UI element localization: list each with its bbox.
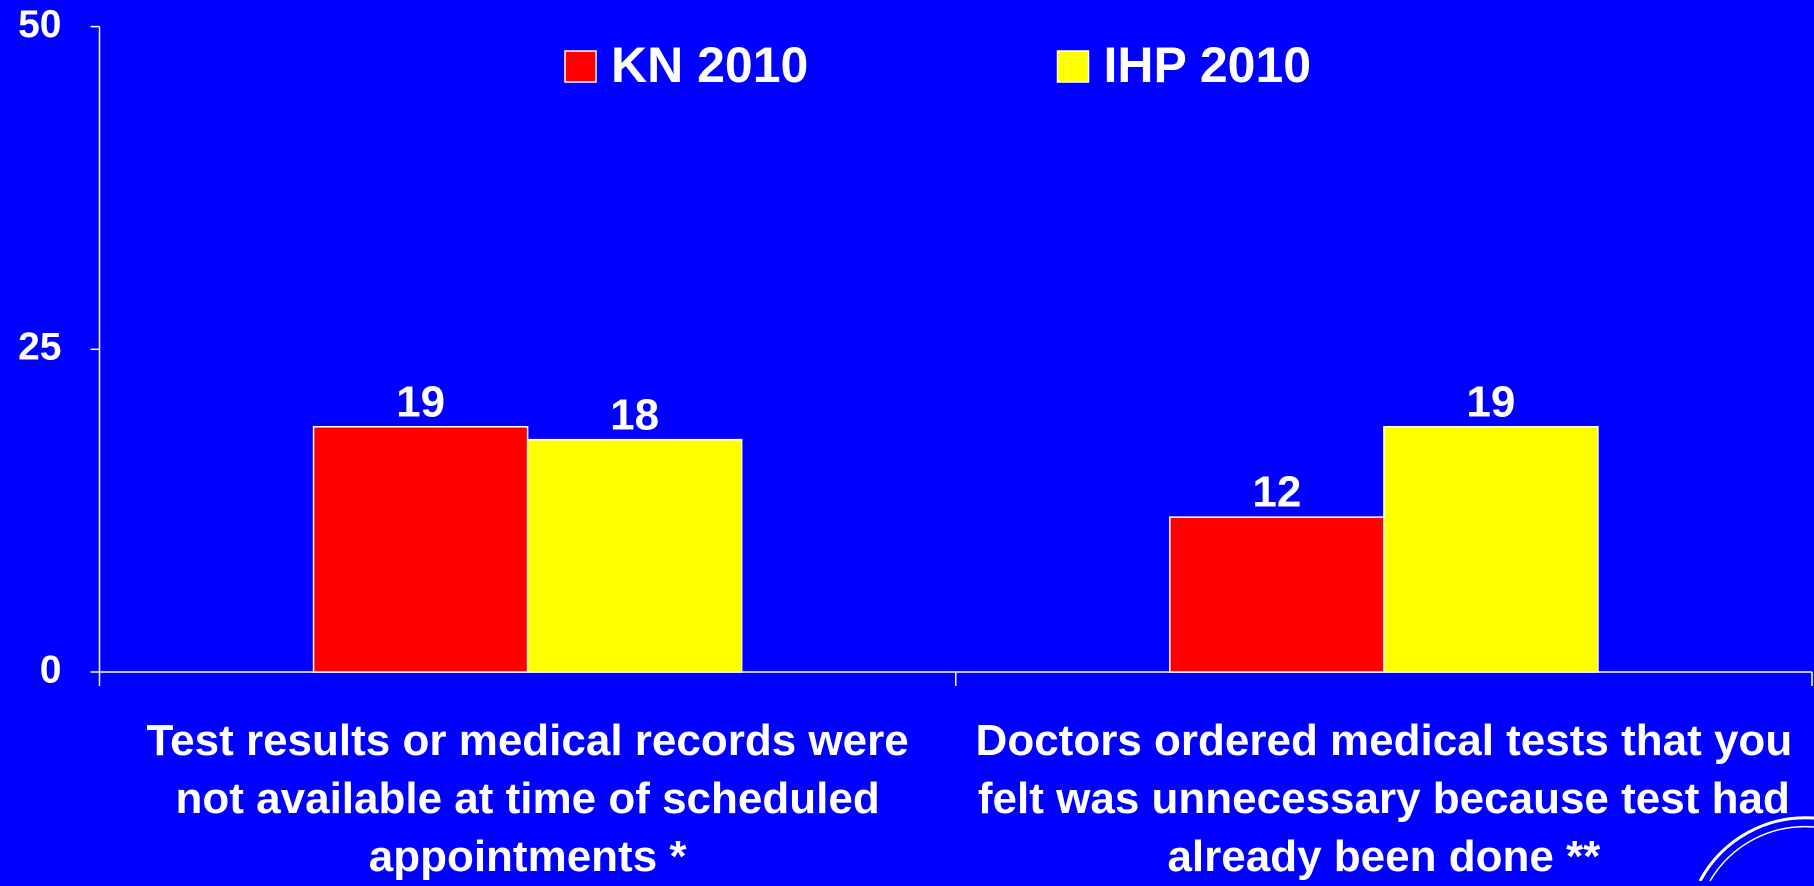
- y-tick-label: 25: [18, 326, 61, 369]
- data-label: 19: [396, 377, 445, 426]
- y-tick-label: 50: [18, 3, 61, 46]
- legend-label: IHP 2010: [1104, 37, 1312, 93]
- decoration: [1709, 825, 1814, 881]
- legend-label: KN 2010: [611, 37, 808, 93]
- y-tick-label: 0: [40, 648, 62, 691]
- bar: [1383, 425, 1599, 673]
- x-tick-label: Test results or medical records were not…: [146, 716, 909, 881]
- bar: [312, 425, 529, 673]
- bar: [526, 438, 743, 673]
- data-label: 18: [610, 390, 659, 439]
- data-label: 12: [1252, 468, 1301, 517]
- legend-swatch: [1056, 50, 1090, 83]
- data-label: 19: [1466, 377, 1515, 426]
- bar: [1169, 516, 1385, 673]
- decoration: [1698, 816, 1814, 881]
- x-tick-label: Doctors ordered medical tests that you f…: [975, 716, 1793, 881]
- legend-swatch: [564, 50, 597, 83]
